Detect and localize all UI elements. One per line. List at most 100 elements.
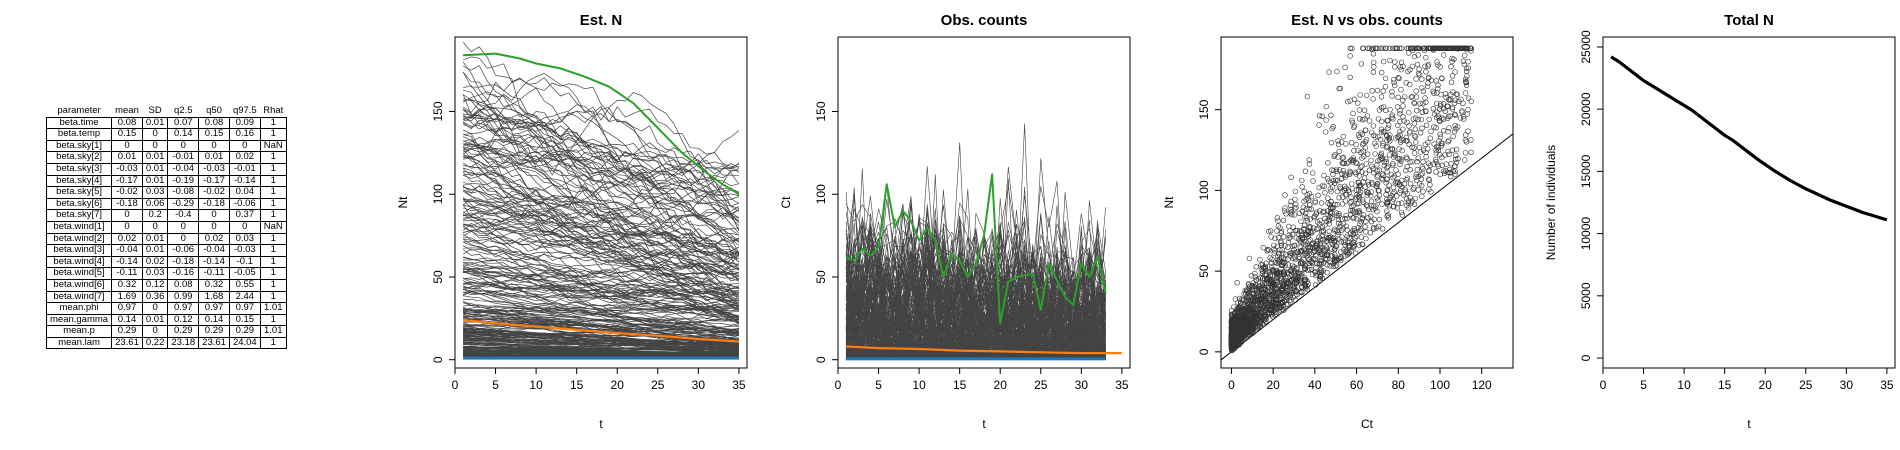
scatter-point xyxy=(1374,45,1380,51)
table-row: beta.wind[2] 0.02 0.01 0 0.02 0.03 1 xyxy=(45,232,287,246)
scatter-point xyxy=(1367,230,1374,236)
site-trajectory xyxy=(463,315,739,333)
param-name-cell: beta.temp xyxy=(45,128,113,141)
scatter-point xyxy=(1433,124,1439,131)
scatter-point xyxy=(1463,79,1470,86)
x-tick-label: 25 xyxy=(651,378,665,392)
scatter-point xyxy=(1285,262,1292,268)
scatter-point xyxy=(1409,63,1416,70)
site-trajectory xyxy=(463,187,739,276)
scatter-point xyxy=(1342,174,1349,180)
scatter-point xyxy=(1282,243,1288,249)
scatter-point xyxy=(1292,297,1299,303)
scatter-point xyxy=(1413,76,1419,82)
scatter-point xyxy=(1374,195,1380,201)
scatter-point xyxy=(1446,97,1453,103)
scatter-point xyxy=(1423,154,1429,160)
scatter-point xyxy=(1263,260,1269,266)
scatter-point xyxy=(1430,46,1437,52)
chart-title: Est. N vs obs. counts xyxy=(1291,12,1443,29)
scatter-point xyxy=(1309,271,1316,278)
scatter-point xyxy=(1400,114,1406,120)
scatter-point xyxy=(1462,76,1469,83)
scatter-point xyxy=(1340,247,1347,253)
scatter-point xyxy=(1433,159,1439,165)
scatter-point xyxy=(1351,96,1358,102)
scatter-point xyxy=(1306,157,1313,163)
scatter-point xyxy=(1446,151,1452,158)
site-trajectory xyxy=(463,216,740,301)
table-row: beta.wind[4] -0.14 0.02 -0.18 -0.14 -0.1 1 xyxy=(45,255,287,269)
scatter-point xyxy=(1306,206,1312,212)
scatter-point xyxy=(1347,53,1353,59)
scatter-point xyxy=(1368,198,1375,205)
scatter-point xyxy=(1404,138,1411,144)
mean-line xyxy=(462,318,739,343)
scatter-point xyxy=(1342,64,1348,71)
scatter-point xyxy=(1362,116,1368,122)
scatter-point xyxy=(1347,45,1354,51)
count-trajectory xyxy=(845,247,1106,361)
parameter-table-wrap: parameter mean SD q2.5 q50 q97.5 Rhat beta.tim… xyxy=(45,105,287,350)
table-cell: 23.61 xyxy=(111,336,143,350)
scatter-point xyxy=(1384,199,1391,206)
scatter-point xyxy=(1315,238,1321,244)
scatter-point xyxy=(1320,260,1327,266)
scatter-point xyxy=(1230,343,1236,349)
scatter-point xyxy=(1452,156,1459,163)
scatter-point xyxy=(1446,137,1452,144)
scatter-point xyxy=(1357,182,1364,188)
site-trajectory xyxy=(463,327,739,343)
site-trajectory xyxy=(462,142,739,197)
scatter-point xyxy=(1302,277,1308,283)
x-tick-label: 10 xyxy=(1677,378,1691,392)
table-cell: 0 xyxy=(167,220,200,234)
scatter-point xyxy=(1290,224,1296,230)
scatter-point xyxy=(1276,296,1282,302)
y-tick-label: 150 xyxy=(1197,99,1211,119)
scatter-point xyxy=(1427,135,1434,141)
scatter-point xyxy=(1414,61,1421,68)
scatter-point xyxy=(1251,315,1258,321)
scatter-point xyxy=(1318,261,1324,267)
x-tick-label: 35 xyxy=(1115,378,1129,392)
scatter-point xyxy=(1461,52,1468,59)
scatter-point xyxy=(1336,195,1342,201)
scatter-point xyxy=(1366,167,1373,173)
scatter-point xyxy=(1395,201,1402,207)
table-cell: 1 xyxy=(259,162,287,176)
scatter-point xyxy=(1386,152,1393,158)
scatter-point xyxy=(1301,274,1308,281)
scatter-point xyxy=(1338,139,1345,145)
scatter-point xyxy=(1448,161,1454,167)
scatter-point xyxy=(1365,215,1371,221)
scatter-point xyxy=(1297,244,1304,251)
scatter-point xyxy=(1288,207,1294,213)
table-cell: 1 xyxy=(259,209,287,222)
scatter-point xyxy=(1277,293,1284,299)
scatter-point xyxy=(1286,288,1293,295)
scatter-point xyxy=(1447,170,1453,176)
scatter-point xyxy=(1320,236,1327,243)
scatter-point xyxy=(1437,101,1444,107)
chart-panel-0: Est. N 0 5 10 15 20 25 30 35 0 50 100 150 t Nt xyxy=(396,12,748,431)
scatter-point xyxy=(1404,164,1410,170)
scatter-point xyxy=(1373,203,1379,209)
scatter-point xyxy=(1270,279,1276,285)
scatter-point xyxy=(1334,68,1340,75)
table-cell: -0.06 xyxy=(167,244,200,257)
scatter-point xyxy=(1395,179,1401,186)
scatter-point xyxy=(1405,205,1412,211)
scatter-point xyxy=(1323,245,1330,251)
scatter-point xyxy=(1452,45,1458,51)
scatter-point xyxy=(1467,45,1474,51)
site-trajectory xyxy=(462,117,740,186)
scatter-point xyxy=(1293,235,1299,241)
param-name-cell: beta.sky[6] xyxy=(45,197,113,211)
scatter-point xyxy=(1373,225,1380,231)
scatter-point xyxy=(1340,168,1347,174)
parameter-table: parameter mean SD q2.5 q50 q97.5 Rhat beta.tim… xyxy=(45,105,287,350)
scatter-point xyxy=(1280,217,1287,224)
table-header-cell: q97.5 xyxy=(232,105,257,116)
scatter-point xyxy=(1344,233,1351,239)
